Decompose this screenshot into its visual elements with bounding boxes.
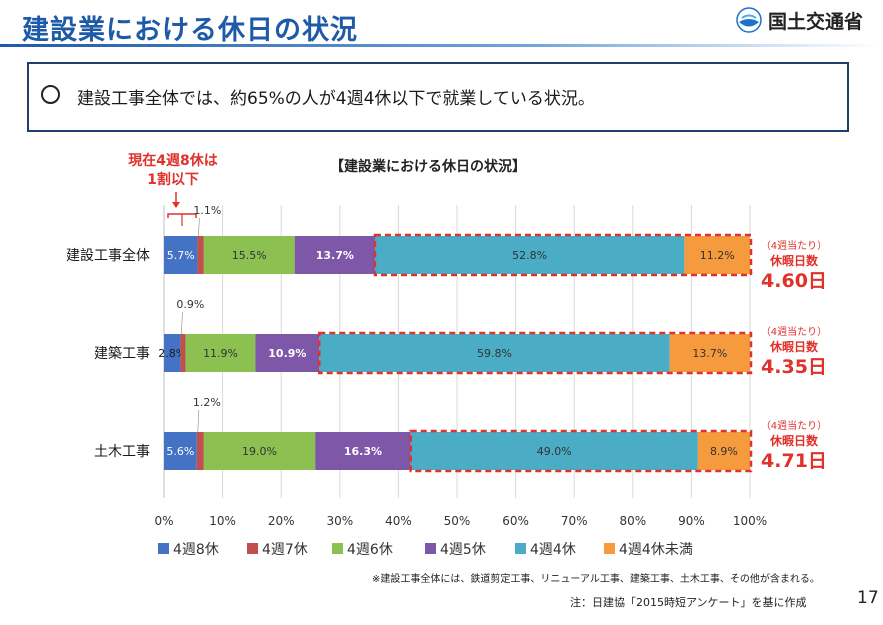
x-tick-label: 60%	[502, 514, 529, 528]
side-stat-building: （4週当たり） 休暇日数 4.35日	[756, 326, 832, 379]
callout-arrowhead	[172, 202, 180, 208]
data-label: 8.9%	[710, 445, 738, 458]
summary-text: 建設工事全体では、約65%の人が4週4休以下で就業している状況。	[77, 89, 595, 109]
data-label: 11.2%	[700, 249, 735, 262]
mlit-logo-icon	[736, 7, 762, 33]
source-note: 注：日建協「2015時短アンケート」を基に作成	[570, 596, 807, 609]
data-label: 59.8%	[477, 347, 512, 360]
side-stat-value: 4.71日	[761, 450, 827, 472]
data-label-leader	[198, 217, 200, 237]
data-label: 10.9%	[268, 347, 306, 360]
bar-segment	[164, 236, 198, 274]
legend-label: 4週5休	[440, 542, 486, 558]
bar-segment	[203, 236, 295, 274]
summary-box: 建設工事全体では、約65%の人が4週4休以下で就業している状況。	[27, 62, 849, 132]
data-label: 19.0%	[242, 445, 277, 458]
chart-title: 【建設業における休日の状況】	[330, 159, 526, 175]
legend-swatch	[604, 543, 615, 554]
legend-swatch	[515, 543, 526, 554]
data-label: 13.7%	[316, 249, 354, 262]
x-tick-label: 40%	[385, 514, 412, 528]
bar-segment	[180, 334, 186, 372]
circle-bullet-icon	[41, 85, 60, 104]
data-label: 11.9%	[203, 347, 238, 360]
x-tick-label: 20%	[268, 514, 295, 528]
side-stat-value: 4.35日	[761, 356, 827, 378]
data-label: 16.3%	[344, 445, 382, 458]
x-tick-label: 30%	[326, 514, 353, 528]
bar-segment	[374, 236, 685, 274]
legend-label: 4週4休	[530, 542, 576, 558]
callout-line-1: 現在4週8休は	[128, 153, 218, 169]
legend-swatch	[158, 543, 169, 554]
x-tick-label: 100%	[733, 514, 767, 528]
data-label: 0.9%	[176, 298, 204, 311]
bar-segment	[164, 432, 197, 470]
bar-segment	[669, 334, 750, 372]
bar-segment	[255, 334, 320, 372]
highlight-outline	[409, 429, 753, 473]
data-label: 5.7%	[167, 249, 195, 262]
bar-segment	[315, 432, 411, 470]
legend-label: 4週4休未満	[619, 542, 693, 558]
legend-label: 4週8休	[173, 542, 219, 558]
category-label: 建築工事	[94, 346, 150, 362]
data-label: 49.0%	[537, 445, 572, 458]
x-tick-label: 90%	[678, 514, 705, 528]
data-label: 1.1%	[193, 204, 221, 217]
title-underline	[0, 44, 883, 47]
side-stat-label2: 休暇日数	[769, 340, 818, 354]
legend-swatch	[332, 543, 343, 554]
side-stat-label2: 休暇日数	[769, 254, 818, 268]
bar-segment	[203, 432, 316, 470]
x-tick-label: 10%	[209, 514, 236, 528]
side-stat-label2: 休暇日数	[769, 434, 818, 448]
bar-segment	[197, 236, 204, 274]
x-tick-label: 70%	[561, 514, 588, 528]
page-title: 建設業における休日の状況	[22, 15, 358, 46]
legend-swatch	[247, 543, 258, 554]
legend-label: 4週6休	[347, 542, 393, 558]
data-label: 5.6%	[166, 445, 194, 458]
side-stat-label1: （4週当たり）	[760, 421, 828, 432]
bar-segment	[294, 236, 375, 274]
x-tick-label: 0%	[154, 514, 173, 528]
x-tick-label: 80%	[619, 514, 646, 528]
data-label: 13.7%	[692, 347, 727, 360]
legend-swatch	[425, 543, 436, 554]
bar-segment	[697, 432, 750, 470]
callout-line-2: 1割以下	[147, 172, 199, 188]
data-label: 2.8%	[158, 347, 186, 360]
bar-segment	[185, 334, 256, 372]
bar-segment	[410, 432, 698, 470]
bar-segment	[684, 236, 750, 274]
header: 建設業における休日の状況 国土交通省	[0, 0, 883, 52]
callout-note: 現在4週8休は 1割以下	[100, 152, 246, 190]
bar-segment	[164, 334, 181, 372]
data-label: 1.2%	[193, 396, 221, 409]
data-label: 52.8%	[512, 249, 547, 262]
legend-label: 4週7休	[262, 542, 308, 558]
data-label-leader	[197, 409, 200, 433]
side-stat-label1: （4週当たり）	[760, 241, 828, 252]
category-label: 土木工事	[94, 444, 150, 460]
data-label-leader	[181, 311, 183, 335]
highlight-outline	[318, 331, 753, 375]
side-stat-overall: （4週当たり） 休暇日数 4.60日	[756, 240, 832, 293]
page-number: 17	[857, 588, 879, 608]
highlight-outline	[373, 233, 753, 277]
mlit-logo: 国土交通省	[736, 6, 863, 34]
footnote: ※建設工事全体には、鉄道剪定工事、リニューアル工事、建築工事、土木工事、その他が…	[372, 574, 820, 585]
logo-text: 国土交通省	[768, 10, 864, 33]
category-label: 建設工事全体	[66, 247, 150, 264]
side-stat-civil: （4週当たり） 休暇日数 4.71日	[756, 420, 832, 473]
bar-segment	[196, 432, 204, 470]
bar-segment	[319, 334, 670, 372]
side-stat-label1: （4週当たり）	[760, 327, 828, 338]
side-stat-value: 4.60日	[761, 270, 827, 292]
data-label: 15.5%	[232, 249, 267, 262]
x-tick-label: 50%	[444, 514, 471, 528]
